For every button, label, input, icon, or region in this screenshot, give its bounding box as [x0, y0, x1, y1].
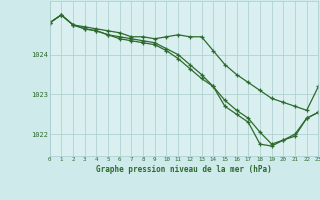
X-axis label: Graphe pression niveau de la mer (hPa): Graphe pression niveau de la mer (hPa)	[96, 165, 272, 174]
